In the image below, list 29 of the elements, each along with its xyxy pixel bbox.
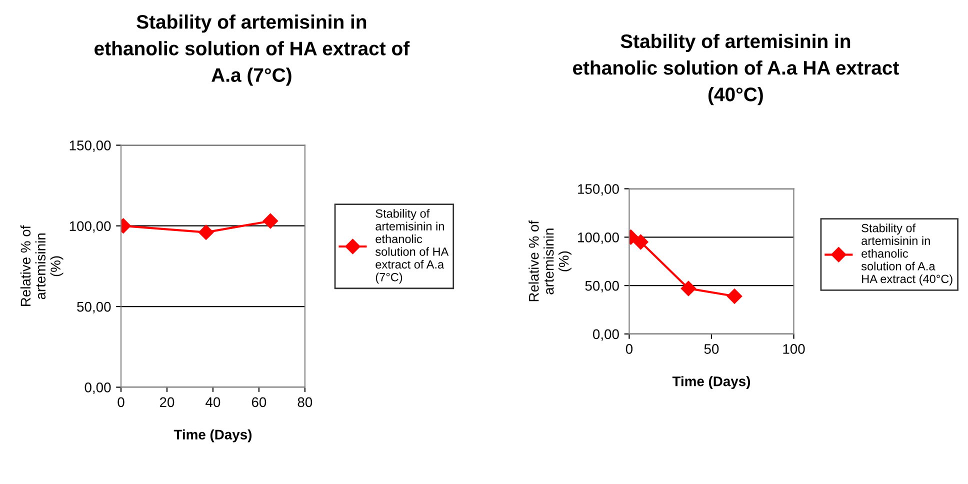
y-tick-label: 100,00: [70, 221, 111, 233]
x-tick-label: 60: [252, 397, 266, 408]
x-tick-label: 100: [783, 344, 805, 354]
legend-label: Stability of artemisinin in ethanolic solution of A.a HA extract (40°C): [861, 224, 952, 286]
y-tick-label: 0,00: [84, 382, 111, 394]
x-axis-title: Time (Days): [672, 376, 750, 390]
y-tick-label: 100,00: [578, 232, 619, 244]
point: [680, 280, 696, 296]
x-tick-label: 20: [160, 397, 174, 408]
point: [633, 234, 648, 250]
y-tick-label: 0,00: [592, 329, 619, 341]
y-tick-label: 150,00: [578, 184, 619, 196]
chart-title: Stability of artemisinin in ethanolic solution of HA extract of A.a (7°C): [94, 14, 410, 86]
chart-title: Stability of artemisinin in ethanolic solution of A.a HA extract (40°C): [572, 34, 899, 106]
x-tick-label: 40: [206, 397, 220, 408]
y-axis-title: Relative % of artemisinin (%): [528, 220, 572, 302]
y-tick-label: 150,00: [70, 140, 111, 152]
y-axis-title: Relative % of artemisinin (%): [20, 225, 64, 306]
legend-label: Stability of artemisinin in ethanolic solution of HA extract of A.a (7°C): [375, 209, 449, 284]
y-tick-label: 50,00: [585, 280, 619, 292]
y-tick-label: 50,00: [77, 302, 111, 314]
x-tick-label: 50: [704, 344, 719, 354]
x-axis-title: Time (Days): [174, 429, 252, 442]
x-tick-label: 0: [626, 344, 633, 354]
point: [726, 288, 742, 304]
point: [198, 224, 214, 240]
x-tick-label: 80: [298, 397, 312, 408]
point: [262, 213, 278, 229]
x-tick-label: 0: [118, 397, 124, 408]
